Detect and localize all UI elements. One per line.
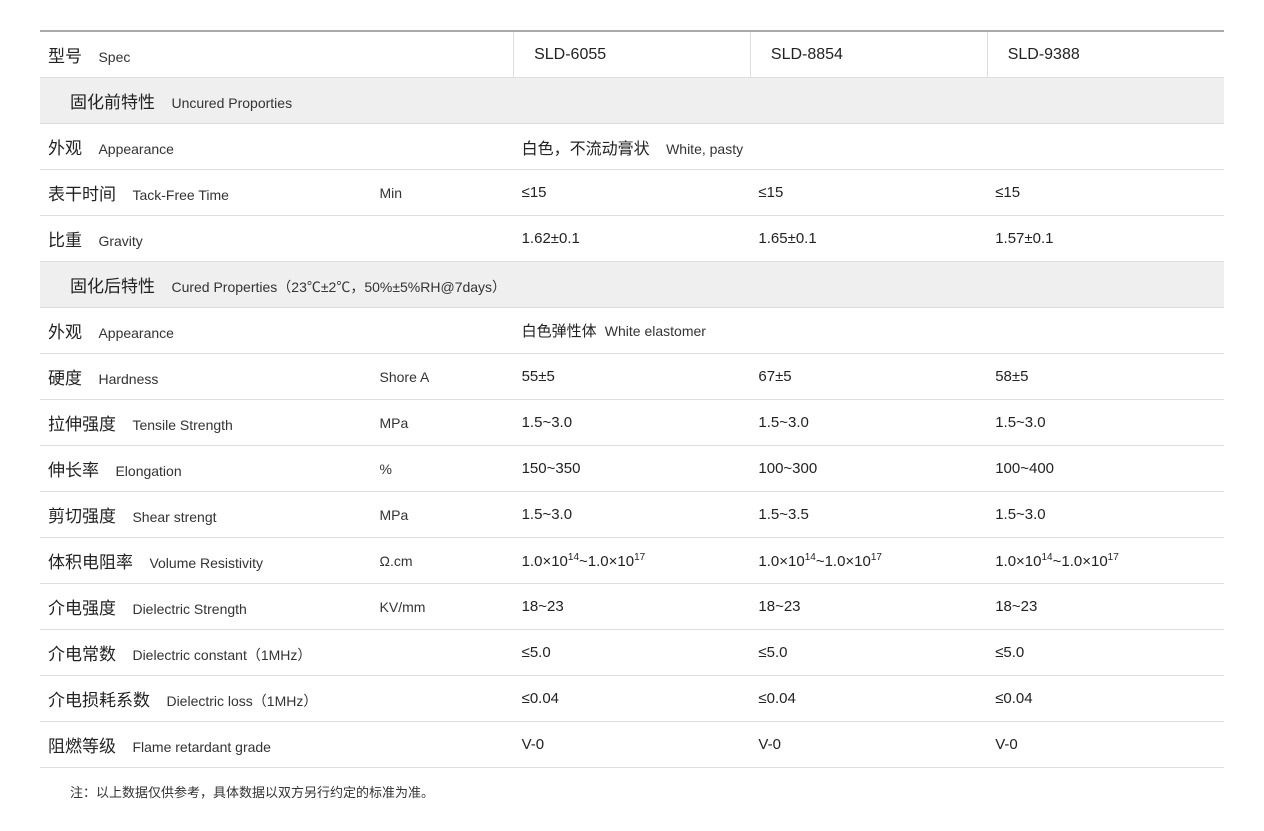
row-shear: 剪切强度 Shear strengt MPa 1.5~3.0 1.5~3.5 1…	[40, 492, 1224, 538]
dielectric-constant-label: 介电常数 Dielectric constant（1MHz）	[40, 630, 372, 676]
model-0: SLD-6055	[514, 31, 751, 78]
row-appearance2: 外观 Appearance 白色弹性体 White elastomer	[40, 308, 1224, 354]
elongation-unit: %	[372, 446, 514, 492]
dielectric-loss-val-2: ≤0.04	[987, 676, 1224, 722]
tackfree-unit: Min	[372, 170, 514, 216]
row-dielectric-loss: 介电损耗系数 Dielectric loss（1MHz） ≤0.04 ≤0.04…	[40, 676, 1224, 722]
resistivity-val-2: 1.0×1014~1.0×1017	[987, 538, 1224, 584]
dielectric-loss-label: 介电损耗系数 Dielectric loss（1MHz）	[40, 676, 372, 722]
elongation-val-2: 100~400	[987, 446, 1224, 492]
row-dielectric-strength: 介电强度 Dielectric Strength KV/mm 18~23 18~…	[40, 584, 1224, 630]
resistivity-label: 体积电阻率 Volume Resistivity	[40, 538, 372, 584]
dielectric-strength-val-1: 18~23	[750, 584, 987, 630]
row-tackfree: 表干时间 Tack-Free Time Min ≤15 ≤15 ≤15	[40, 170, 1224, 216]
dielectric-loss-val-0: ≤0.04	[514, 676, 751, 722]
flame-val-0: V-0	[514, 722, 751, 768]
section-uncured: 固化前特性 Uncured Proporties	[40, 78, 1224, 124]
shear-label: 剪切强度 Shear strengt	[40, 492, 372, 538]
appearance-value: 白色，不流动膏状 White, pasty	[514, 124, 1224, 170]
resistivity-unit: Ω.cm	[372, 538, 514, 584]
header-label-cell: 型号 Spec	[40, 31, 514, 78]
tensile-val-0: 1.5~3.0	[514, 400, 751, 446]
dielectric-loss-unit	[372, 676, 514, 722]
shear-val-2: 1.5~3.0	[987, 492, 1224, 538]
elongation-val-0: 150~350	[514, 446, 751, 492]
section-uncured-cn: 固化前特性	[70, 93, 155, 112]
shear-val-1: 1.5~3.5	[750, 492, 987, 538]
elongation-label: 伸长率 Elongation	[40, 446, 372, 492]
flame-unit	[372, 722, 514, 768]
flame-label: 阻燃等级 Flame retardant grade	[40, 722, 372, 768]
tackfree-label: 表干时间 Tack-Free Time	[40, 170, 372, 216]
hardness-val-0: 55±5	[514, 354, 751, 400]
hardness-val-1: 67±5	[750, 354, 987, 400]
tensile-label: 拉伸强度 Tensile Strength	[40, 400, 372, 446]
hardness-val-2: 58±5	[987, 354, 1224, 400]
gravity-label: 比重 Gravity	[40, 216, 372, 262]
row-flame: 阻燃等级 Flame retardant grade V-0 V-0 V-0	[40, 722, 1224, 768]
dielectric-constant-val-2: ≤5.0	[987, 630, 1224, 676]
dielectric-constant-val-0: ≤5.0	[514, 630, 751, 676]
dielectric-strength-val-0: 18~23	[514, 584, 751, 630]
appearance2-label: 外观 Appearance	[40, 308, 514, 354]
section-uncured-cell: 固化前特性 Uncured Proporties	[40, 78, 1224, 124]
section-cured-cell: 固化后特性 Cured Properties（23℃±2℃，50%±5%RH@7…	[40, 262, 1224, 308]
model-2: SLD-9388	[987, 31, 1224, 78]
resistivity-val-0: 1.0×1014~1.0×1017	[514, 538, 751, 584]
footnote: 注：以上数据仅供参考，具体数据以双方另行约定的标准为准。	[40, 768, 1224, 801]
gravity-val-0: 1.62±0.1	[514, 216, 751, 262]
row-hardness: 硬度 Hardness Shore A 55±5 67±5 58±5	[40, 354, 1224, 400]
section-uncured-en: Uncured Proporties	[171, 95, 292, 111]
tackfree-val-1: ≤15	[750, 170, 987, 216]
dielectric-strength-unit: KV/mm	[372, 584, 514, 630]
dielectric-constant-val-1: ≤5.0	[750, 630, 987, 676]
tensile-val-2: 1.5~3.0	[987, 400, 1224, 446]
shear-unit: MPa	[372, 492, 514, 538]
row-gravity: 比重 Gravity 1.62±0.1 1.65±0.1 1.57±0.1	[40, 216, 1224, 262]
row-tensile: 拉伸强度 Tensile Strength MPa 1.5~3.0 1.5~3.…	[40, 400, 1224, 446]
elongation-val-1: 100~300	[750, 446, 987, 492]
gravity-unit	[372, 216, 514, 262]
gravity-val-2: 1.57±0.1	[987, 216, 1224, 262]
gravity-val-1: 1.65±0.1	[750, 216, 987, 262]
shear-val-0: 1.5~3.0	[514, 492, 751, 538]
tensile-unit: MPa	[372, 400, 514, 446]
model-1: SLD-8854	[750, 31, 987, 78]
spec-table: 型号 Spec SLD-6055 SLD-8854 SLD-9388 固化前特性…	[40, 30, 1224, 768]
header-label-en: Spec	[98, 49, 130, 65]
header-row: 型号 Spec SLD-6055 SLD-8854 SLD-9388	[40, 31, 1224, 78]
flame-val-1: V-0	[750, 722, 987, 768]
hardness-unit: Shore A	[372, 354, 514, 400]
resistivity-val-1: 1.0×1014~1.0×1017	[750, 538, 987, 584]
section-cured: 固化后特性 Cured Properties（23℃±2℃，50%±5%RH@7…	[40, 262, 1224, 308]
tensile-val-1: 1.5~3.0	[750, 400, 987, 446]
appearance-label: 外观 Appearance	[40, 124, 514, 170]
flame-val-2: V-0	[987, 722, 1224, 768]
tackfree-val-0: ≤15	[514, 170, 751, 216]
hardness-label: 硬度 Hardness	[40, 354, 372, 400]
section-cured-en: Cured Properties（23℃±2℃，50%±5%RH@7days）	[171, 279, 506, 295]
dielectric-strength-label: 介电强度 Dielectric Strength	[40, 584, 372, 630]
row-appearance: 外观 Appearance 白色，不流动膏状 White, pasty	[40, 124, 1224, 170]
dielectric-loss-val-1: ≤0.04	[750, 676, 987, 722]
dielectric-constant-unit	[372, 630, 514, 676]
tackfree-val-2: ≤15	[987, 170, 1224, 216]
section-cured-cn: 固化后特性	[70, 277, 155, 296]
row-dielectric-constant: 介电常数 Dielectric constant（1MHz） ≤5.0 ≤5.0…	[40, 630, 1224, 676]
appearance2-value: 白色弹性体 White elastomer	[514, 308, 1224, 354]
row-resistivity: 体积电阻率 Volume Resistivity Ω.cm 1.0×1014~1…	[40, 538, 1224, 584]
row-elongation: 伸长率 Elongation % 150~350 100~300 100~400	[40, 446, 1224, 492]
header-label-cn: 型号	[48, 47, 82, 66]
dielectric-strength-val-2: 18~23	[987, 584, 1224, 630]
